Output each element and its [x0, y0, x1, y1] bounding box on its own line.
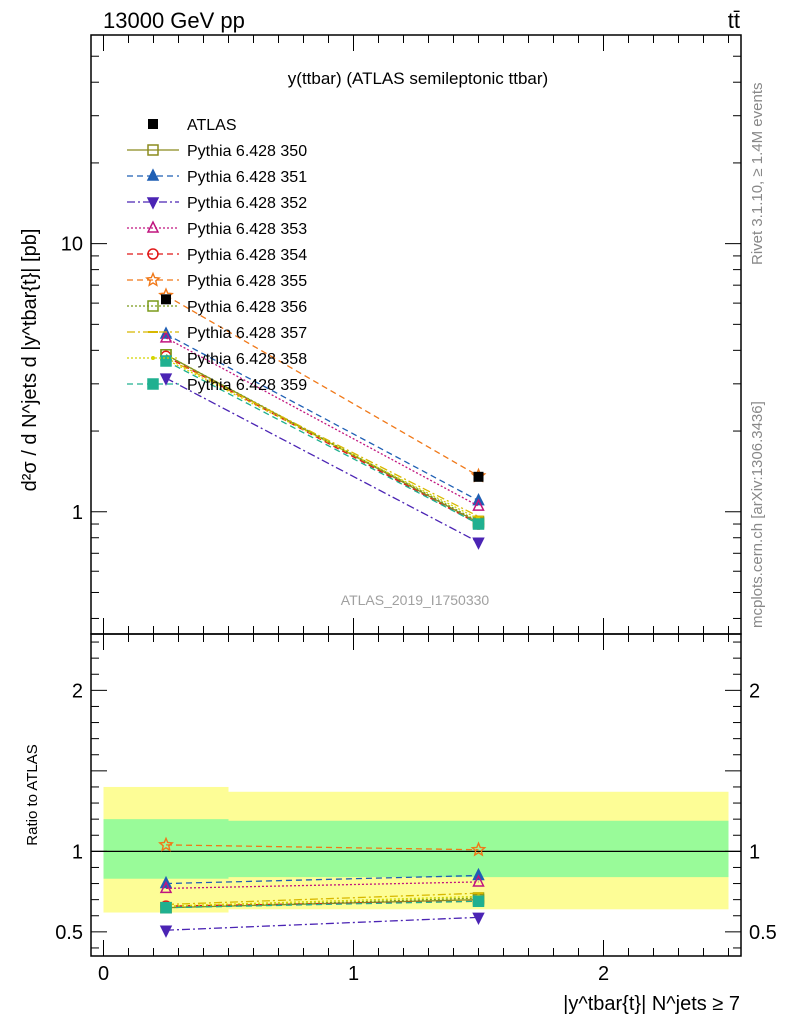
legend-label: Pythia 6.428 354	[187, 247, 307, 264]
marker	[146, 220, 160, 233]
watermark: ATLAS_2019_I1750330	[341, 592, 490, 608]
uncertainty-band-green	[228, 820, 729, 878]
legend-label: Pythia 6.428 359	[187, 377, 307, 394]
marker	[472, 912, 485, 926]
ratio-line	[165, 916, 479, 931]
marker	[472, 518, 485, 530]
marker	[145, 271, 161, 287]
ratio-y-tick-label-right: 1	[749, 841, 760, 863]
header-left: 13000 GeV pp	[103, 8, 245, 33]
ratio-line	[165, 874, 479, 885]
marker	[472, 498, 485, 511]
marker	[147, 248, 159, 260]
ratio-y-tick-label: 1	[72, 841, 83, 863]
ratio-y-tick-label-right: 0.5	[749, 922, 777, 944]
marker	[151, 356, 155, 360]
ratio-line	[165, 881, 479, 890]
legend: ATLAS Pythia 6.428 350 Pythia 6.428 351 Pyt…	[127, 117, 307, 394]
legend-label: Pythia 6.428 356	[187, 299, 307, 316]
legend-label: Pythia 6.428 358	[187, 351, 307, 368]
marker	[472, 537, 485, 550]
marker	[470, 841, 487, 857]
ratio-line	[165, 900, 479, 909]
series-line	[165, 357, 479, 518]
series-line	[165, 355, 479, 525]
x-tick-label: 0	[98, 963, 109, 985]
mcplots-label: mcplots.cern.ch [arXiv:1306.3436]	[749, 401, 766, 628]
header-right: tt̄	[728, 8, 740, 33]
y-tick-label: 1	[72, 502, 83, 524]
ratio-y-tick-label-right: 2	[749, 680, 760, 702]
chart-title: y(ttbar) (ATLAS semileptonic ttbar)	[288, 69, 548, 88]
marker	[472, 874, 485, 887]
ratio-line	[165, 844, 479, 851]
marker	[472, 895, 485, 908]
rivet-label: Rivet 3.1.10, ≥ 1.4M events	[749, 83, 766, 266]
marker	[147, 378, 159, 390]
legend-label: ATLAS	[187, 117, 237, 134]
marker	[159, 880, 173, 894]
ratio-frame	[90, 633, 742, 957]
marker	[159, 373, 173, 386]
uncertainty-band-green	[103, 819, 229, 879]
series-line	[165, 337, 479, 507]
series-line	[165, 354, 479, 523]
y-axis-label-ratio: Ratio to ATLAS	[24, 744, 41, 845]
legend-label: Pythia 6.428 355	[187, 273, 307, 290]
main-panel: 1 10	[61, 34, 742, 635]
legend-label: Pythia 6.428 352	[187, 195, 307, 212]
series-line	[165, 360, 479, 525]
legend-label: Pythia 6.428 350	[187, 143, 307, 160]
marker	[146, 168, 160, 181]
ratio-panel: 0.5 0.5 1 1 2 2 0 1 2	[55, 35, 777, 985]
marker	[160, 901, 172, 914]
marker	[160, 355, 172, 367]
x-axis-label: |y^tbar{t}| N^jets ≥ 7	[563, 993, 740, 1015]
series-line	[165, 377, 479, 543]
ratio-y-tick-label: 0.5	[55, 922, 83, 944]
marker	[159, 925, 173, 938]
x-tick-label: 1	[348, 963, 359, 985]
marker	[146, 197, 160, 210]
marker	[159, 330, 173, 343]
marker	[147, 300, 159, 312]
ratio-line	[165, 892, 479, 906]
legend-marker	[148, 119, 158, 129]
data-point	[161, 294, 171, 305]
series-line	[165, 295, 479, 477]
ratio-line	[165, 895, 479, 907]
ratio-y-tick-label: 2	[72, 680, 83, 702]
marker	[147, 144, 159, 156]
legend-label: Pythia 6.428 353	[187, 221, 307, 238]
y-axis-label-main: d²σ / d N^jets d |y^tbar{t}| [pb]	[19, 229, 41, 492]
x-tick-label: 2	[598, 963, 609, 985]
legend-label: Pythia 6.428 351	[187, 169, 307, 186]
data-point	[473, 471, 484, 482]
legend-label: Pythia 6.428 357	[187, 325, 307, 342]
y-tick-label: 10	[61, 234, 83, 256]
marker	[158, 836, 174, 852]
series-line	[165, 358, 479, 520]
series-line	[165, 333, 479, 502]
